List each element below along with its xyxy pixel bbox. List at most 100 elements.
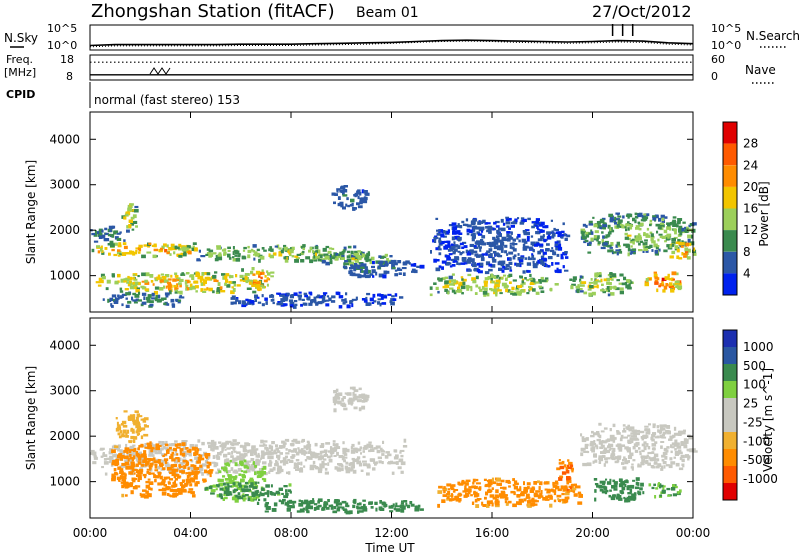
velocity-cell: [650, 465, 655, 468]
velocity-cell: [211, 448, 215, 452]
velocity-cell: [132, 479, 136, 483]
power-cell: [524, 277, 527, 280]
power-cell: [617, 215, 622, 218]
velocity-cell: [143, 475, 147, 479]
power-cell: [540, 290, 545, 293]
power-cell: [408, 262, 411, 265]
velocity-cell: [345, 504, 350, 508]
power-cell: [322, 297, 326, 301]
velocity-colorbar-tick: -25: [743, 415, 763, 429]
velocity-cell: [379, 500, 382, 504]
power-cell: [238, 253, 241, 256]
velocity-cell: [132, 439, 136, 443]
velocity-cell: [292, 502, 295, 506]
velocity-cell: [251, 446, 255, 451]
power-cell: [615, 218, 620, 221]
power-cell: [618, 248, 622, 253]
power-cell: [187, 250, 192, 255]
velocity-cell: [575, 485, 578, 488]
power-cell: [544, 277, 549, 281]
velocity-cell: [567, 477, 571, 482]
velocity-cell: [582, 462, 587, 467]
velocity-cell: [627, 434, 631, 437]
velocity-cell: [120, 464, 124, 468]
power-cell: [555, 244, 559, 248]
velocity-cell: [166, 476, 171, 479]
velocity-cell: [523, 486, 528, 490]
power-cell: [532, 249, 535, 253]
power-cell: [174, 272, 178, 275]
power-cell: [556, 267, 559, 271]
velocity-cell: [672, 484, 676, 487]
power-cell: [583, 291, 588, 295]
velocity-heatmap: [90, 386, 698, 515]
velocity-cell: [176, 453, 179, 456]
power-cell: [270, 271, 275, 274]
power-cell: [496, 235, 499, 238]
velocity-cell: [402, 445, 408, 448]
velocity-cell: [134, 419, 138, 422]
velocity-cell: [395, 454, 399, 459]
velocity-cell: [285, 448, 288, 451]
power-cell: [587, 288, 592, 291]
power-cell: [502, 266, 506, 269]
velocity-cell: [345, 510, 351, 515]
power-cell: [346, 255, 351, 259]
velocity-cell: [154, 478, 157, 483]
power-cell: [141, 272, 146, 277]
power-cell: [199, 278, 203, 283]
power-cell: [410, 263, 415, 267]
power-cell: [534, 243, 539, 247]
velocity-cell: [661, 458, 665, 462]
power-cell: [230, 290, 235, 295]
velocity-cell: [384, 455, 389, 459]
velocity-cell: [625, 479, 628, 484]
power-cell: [498, 227, 501, 231]
power-cell: [125, 292, 130, 296]
velocity-cell: [496, 482, 499, 486]
power-cell: [651, 249, 654, 252]
velocity-cell: [621, 462, 625, 465]
velocity-cell: [403, 438, 407, 443]
power-cell: [274, 245, 278, 248]
velocity-cell: [232, 461, 235, 464]
power-cell: [492, 258, 497, 263]
power-cell: [194, 285, 199, 289]
velocity-cell: [294, 450, 298, 454]
velocity-cell: [533, 481, 537, 485]
power-cell: [287, 250, 290, 253]
velocity-cell: [523, 498, 527, 502]
power-cell: [535, 218, 540, 221]
power-cell: [536, 225, 539, 229]
velocity-cell: [206, 453, 211, 457]
power-cell: [327, 250, 332, 254]
velocity-cell: [653, 456, 656, 460]
power-cell: [221, 273, 226, 276]
velocity-cell: [353, 406, 358, 410]
power-cell: [127, 204, 131, 208]
velocity-cell: [263, 440, 268, 443]
velocity-cell: [232, 482, 236, 485]
power-cell: [499, 292, 503, 295]
velocity-cell: [162, 442, 166, 445]
power-cell: [166, 303, 170, 306]
velocity-cell: [670, 444, 673, 448]
power-cell: [506, 231, 511, 234]
velocity-cell: [320, 443, 325, 447]
velocity-cell: [136, 474, 139, 478]
velocity-cell: [676, 445, 682, 449]
velocity-cell: [353, 498, 357, 503]
velocity-cell: [336, 451, 339, 456]
power-cell: [627, 247, 631, 252]
velocity-cell: [341, 397, 345, 402]
power-cell: [520, 256, 524, 260]
power-cell: [113, 231, 117, 235]
velocity-cell: [118, 435, 122, 439]
velocity-cell: [317, 500, 320, 504]
power-cell: [661, 282, 664, 285]
power-cell: [644, 239, 648, 242]
velocity-cell: [307, 451, 313, 454]
velocity-cell: [494, 494, 499, 498]
velocity-cell: [189, 477, 193, 481]
velocity-cell: [299, 508, 305, 513]
